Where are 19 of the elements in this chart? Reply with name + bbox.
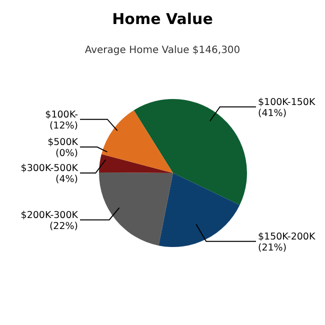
slice-label: $100K-150K	[258, 96, 316, 108]
slice-label: $300K-500K	[20, 163, 79, 174]
chart-title: Home Value	[112, 10, 213, 28]
slice-label: $200K-300K	[20, 210, 79, 221]
slice-label: $150K-200K	[258, 231, 316, 242]
chart-subtitle: Average Home Value $146,300	[84, 45, 240, 56]
pie-slice	[101, 110, 173, 173]
pie-slice	[134, 99, 247, 205]
data-label: (12%)	[49, 120, 78, 132]
data-label: (21%)	[258, 242, 287, 254]
category-label: $500K	[48, 137, 78, 148]
data-label: (22%)	[49, 220, 78, 232]
pie-slice	[99, 172, 173, 246]
data-label: (41%)	[258, 108, 287, 119]
pie-slice	[99, 154, 173, 173]
data-label: (4%)	[56, 174, 78, 186]
slice-label: $100K-	[45, 109, 78, 120]
pie-slice	[158, 173, 240, 247]
text: (0%)	[56, 148, 78, 160]
